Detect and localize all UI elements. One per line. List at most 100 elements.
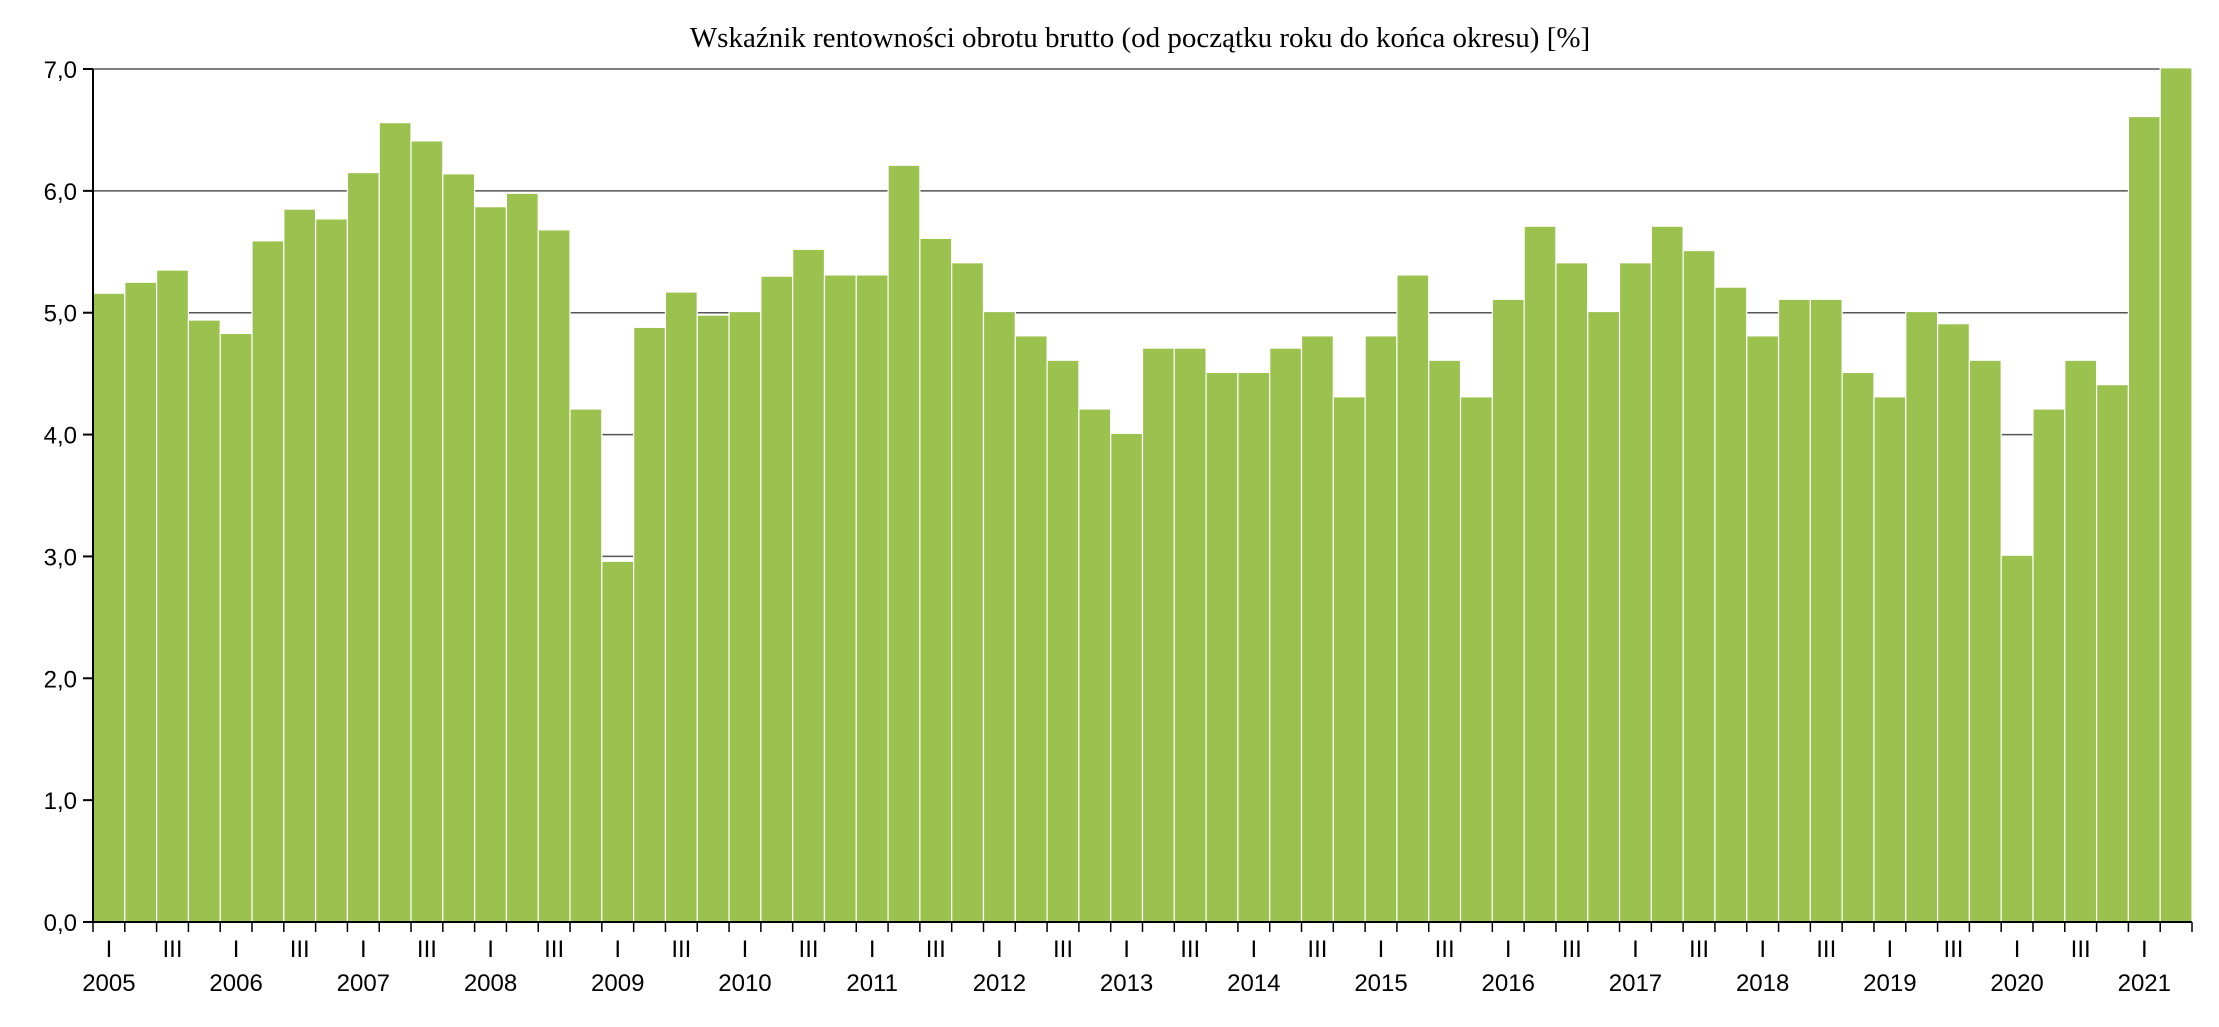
bar [124,281,158,923]
bar [569,408,603,923]
quarter-label: III [799,936,819,963]
bar [187,319,221,923]
bar [2000,554,2034,923]
bar [2032,408,2066,923]
quarter-label: III [1689,936,1709,963]
quarter-label: I [1759,936,1766,963]
quarter-label: I [1632,936,1639,963]
bar [664,291,698,923]
bar [537,229,571,923]
bar [887,164,921,923]
quarter-label: III [1943,936,1963,963]
quarter-label: I [742,936,749,963]
quarter-label: III [2071,936,2091,963]
quarter-label: III [1816,936,1836,963]
y-tick-label: 7,0 [44,57,77,84]
quarter-label: I [996,936,1003,963]
bar [1809,298,1843,923]
bar [219,332,253,923]
quarter-label: I [2141,936,2148,963]
bar [92,292,126,923]
bar [474,206,508,923]
bar [760,275,794,923]
year-label: 2014 [1227,970,1280,997]
quarter-label: III [671,936,691,963]
bar [1110,432,1144,923]
quarter-label: I [1123,936,1130,963]
bar [2159,67,2193,923]
bar [1714,286,1748,923]
quarter-label: III [1435,936,1455,963]
quarter-label: III [1180,936,1200,963]
bar [1141,347,1175,923]
bar [1046,359,1080,923]
bar [2127,115,2161,923]
bar [251,240,285,923]
bar [1014,335,1048,923]
bar [1523,225,1557,923]
bar [2064,359,2098,923]
y-tick-label: 0,0 [44,910,77,937]
year-label: 2007 [337,970,390,997]
quarter-label: III [1053,936,1073,963]
chart-title: Wskaźnik rentowności obrotu brutto (od p… [690,22,1590,54]
bar [951,262,985,923]
bar [346,171,380,923]
quarter-label: I [1505,936,1512,963]
bar [1841,371,1875,923]
bar [1269,347,1303,923]
year-label: 2020 [1990,970,2043,997]
bar [1428,359,1462,923]
year-label: 2015 [1354,970,1407,997]
bar [1618,262,1652,923]
year-label: 2021 [2118,970,2171,997]
quarter-label: III [417,936,437,963]
quarter-label: III [926,936,946,963]
quarter-label: I [614,936,621,963]
y-tick-label: 3,0 [44,544,77,571]
quarter-label: III [1562,936,1582,963]
bar [1332,396,1366,923]
year-label: 2009 [591,970,644,997]
year-label: 2016 [1482,970,1535,997]
quarter-label: I [360,936,367,963]
quarter-label: I [2014,936,2021,963]
bar [1936,323,1970,923]
quarter-label: I [106,936,113,963]
year-label: 2018 [1736,970,1789,997]
year-label: 2017 [1609,970,1662,997]
bar [1905,310,1939,923]
year-label: 2013 [1100,970,1153,997]
bar [2095,384,2129,923]
bars [92,67,2193,923]
y-tick-label: 4,0 [44,423,77,450]
bar [442,173,476,923]
quarter-label: I [1250,936,1257,963]
bar [1968,359,2002,923]
bar [1682,249,1716,923]
year-label: 2011 [846,970,898,997]
bar [633,326,667,923]
bar [696,314,730,923]
y-tick-label: 6,0 [44,179,77,206]
bar [792,248,826,923]
y-tick-label: 5,0 [44,301,77,328]
quarter-label: I [1887,936,1894,963]
bar [156,269,190,923]
bar [855,274,889,923]
year-label: 2010 [718,970,771,997]
quarter-label: III [290,936,310,963]
quarter-label: I [1378,936,1385,963]
bar [1237,371,1271,923]
bar [1205,371,1239,923]
bar [1459,396,1493,923]
bar [315,218,349,923]
quarter-label: I [869,936,876,963]
year-label: 2019 [1863,970,1916,997]
bar [823,274,857,923]
quarter-label: III [1307,936,1327,963]
bar [378,122,412,923]
bar [1300,335,1334,923]
